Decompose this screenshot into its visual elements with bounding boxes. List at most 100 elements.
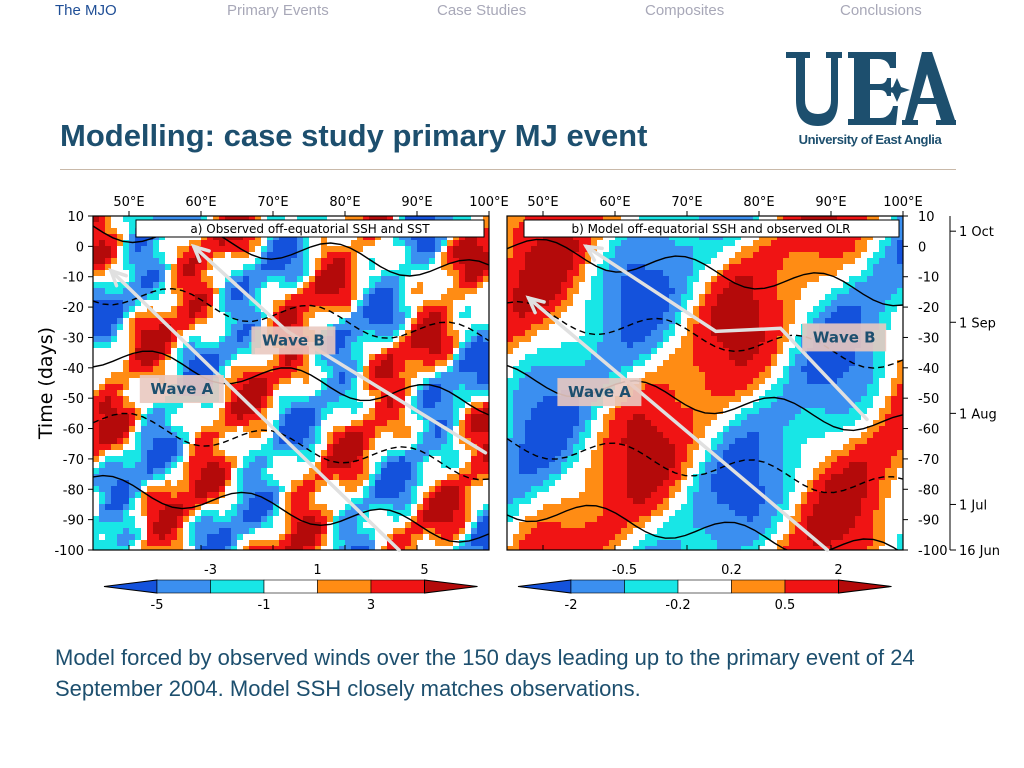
wave-label-box — [802, 323, 887, 352]
colorbar-tip — [517, 579, 572, 594]
colorbar-label: -0.5 — [612, 563, 637, 578]
contour-line — [93, 350, 489, 416]
panel-a-frame — [92, 215, 490, 551]
contour-line — [93, 287, 489, 342]
slide-title: Modelling: case study primary MJ event — [60, 118, 648, 153]
y-tick-label: -30 — [918, 331, 939, 346]
x-tick-label: 70°E — [671, 195, 702, 210]
y-tick-label: -60 — [63, 423, 84, 438]
hovmoller-figure: a) Observed off-equatorial SSH and SST W… — [35, 195, 1000, 613]
colorbar-label: 0.2 — [721, 563, 742, 578]
wave-label: Wave B — [813, 328, 876, 346]
panel-a-title: a) Observed off-equatorial SSH and SST — [190, 222, 430, 236]
x-tick-label: 100°E — [883, 195, 923, 210]
y-tick-label: -30 — [63, 331, 84, 346]
panel-b-frame — [506, 215, 904, 551]
y-tick-label: 10 — [67, 210, 84, 225]
panel-a-x-axis: 50°E 60°E 70°E 80°E 90°E 100°E — [113, 195, 509, 550]
nav-item-case-studies[interactable]: Case Studies — [437, 2, 527, 19]
wave-line — [526, 296, 830, 552]
y-tick-label: -100 — [54, 544, 84, 559]
panel-b-title: b) Model off-equatorial SSH and observed… — [571, 222, 850, 236]
contour-line — [507, 238, 903, 307]
uea-logo-mark — [786, 52, 958, 126]
y-tick-label: 10 — [918, 210, 935, 225]
colorbar-segment — [677, 579, 732, 594]
nav-bar: The MJO Primary Events Case Studies Comp… — [0, 0, 1024, 24]
x-tick-label: 90°E — [815, 195, 846, 210]
wave-label: Wave A — [150, 380, 213, 398]
y-tick-label: 0 — [918, 240, 926, 255]
contour-line — [507, 300, 903, 369]
panel-a-title-box — [135, 219, 485, 238]
colorbar-label: -5 — [151, 598, 164, 613]
wave-label: Wave B — [262, 331, 325, 349]
date-axis: 1 Oct 1 Sep 1 Aug 1 Jul 16 Jun — [949, 216, 1000, 559]
y-tick-label: -80 — [918, 483, 939, 498]
date-tick-label: 1 Aug — [959, 407, 997, 422]
colorbar-segment — [731, 579, 786, 594]
logo-subtitle: University of East Anglia — [798, 132, 942, 147]
y-tick-label: -10 — [918, 271, 939, 286]
contour-line — [93, 474, 489, 543]
panel-a: a) Observed off-equatorial SSH and SST W… — [35, 195, 509, 613]
y-tick-label: -100 — [918, 544, 948, 559]
colorbar-label: -0.2 — [665, 598, 690, 613]
x-tick-label: 50°E — [113, 195, 144, 210]
x-tick-label: 60°E — [185, 195, 216, 210]
date-tick-label: 16 Jun — [959, 544, 1000, 559]
x-tick-label: 90°E — [401, 195, 432, 210]
panel-b-waves: Wave A Wave B — [525, 244, 887, 552]
colorbar-segment — [624, 579, 679, 594]
colorbar-segment — [370, 579, 425, 594]
date-tick-label: 1 Sep — [959, 316, 996, 331]
nav-item-composites[interactable]: Composites — [645, 2, 725, 19]
date-tick-label: 1 Oct — [959, 225, 994, 240]
colorbar-tip — [838, 579, 892, 594]
nav-item-the-mjo[interactable]: The MJO — [55, 2, 117, 19]
wave-label-box — [251, 326, 336, 355]
colorbar-segment — [210, 579, 265, 594]
y-tick-label: -90 — [63, 514, 84, 529]
colorbar-segment — [156, 579, 211, 594]
colorbar-segment — [317, 579, 372, 594]
colorbar-label: -2 — [565, 598, 578, 613]
contour-line — [507, 504, 899, 550]
wave-arrowhead — [525, 295, 546, 315]
panel-b-colorbar: -0.5 0.2 2 -2 -0.2 0.5 — [517, 563, 892, 613]
colorbar-tip — [103, 579, 158, 594]
x-tick-label: 60°E — [599, 195, 630, 210]
y-tick-label: -20 — [63, 301, 84, 316]
wave-label: Wave A — [568, 383, 631, 401]
panel-b-x-axis: 50°E 60°E 70°E 80°E 90°E 100°E — [527, 195, 923, 550]
panel-b: b) Model off-equatorial SSH and observed… — [506, 195, 1000, 613]
y-tick-label: -40 — [63, 362, 84, 377]
contour-line — [507, 438, 903, 494]
right-y-axis: 10 0 -10 -20 -30 -40 -50 -60 -70 -80 -90 -100 — [903, 210, 948, 559]
colorbar-label: 3 — [367, 598, 375, 613]
nav-item-conclusions[interactable]: Conclusions — [840, 2, 922, 19]
wave-line — [584, 244, 869, 422]
panel-b-title-box — [523, 219, 900, 238]
contour-line — [93, 412, 489, 481]
y-tick-label: -20 — [918, 301, 939, 316]
y-tick-label: -40 — [918, 362, 939, 377]
date-tick-label: 1 Jul — [959, 498, 987, 513]
y-tick-label: -70 — [918, 453, 939, 468]
colorbar-label: -1 — [258, 598, 271, 613]
y-axis-title: Time (days) — [35, 327, 57, 440]
colorbar-segment — [570, 579, 625, 594]
colorbar-label: 1 — [313, 563, 321, 578]
wave-label-box — [139, 375, 224, 404]
wave-line — [109, 268, 401, 552]
x-tick-label: 50°E — [527, 195, 558, 210]
colorbar-segment — [784, 579, 839, 594]
y-tick-label: -10 — [63, 271, 84, 286]
colorbar-segment — [263, 579, 318, 594]
y-tick-label: -60 — [918, 423, 939, 438]
y-axis: 10 0 -10 -20 -30 -40 -50 -60 -70 -80 -90 -100 — [54, 210, 93, 559]
nav-item-primary-events[interactable]: Primary Events — [227, 2, 329, 19]
wave-arrowhead — [582, 244, 604, 262]
panel-a-colorbar: -3 1 5 -5 -1 3 — [103, 563, 478, 613]
uea-logo: University of East Anglia — [784, 48, 958, 156]
